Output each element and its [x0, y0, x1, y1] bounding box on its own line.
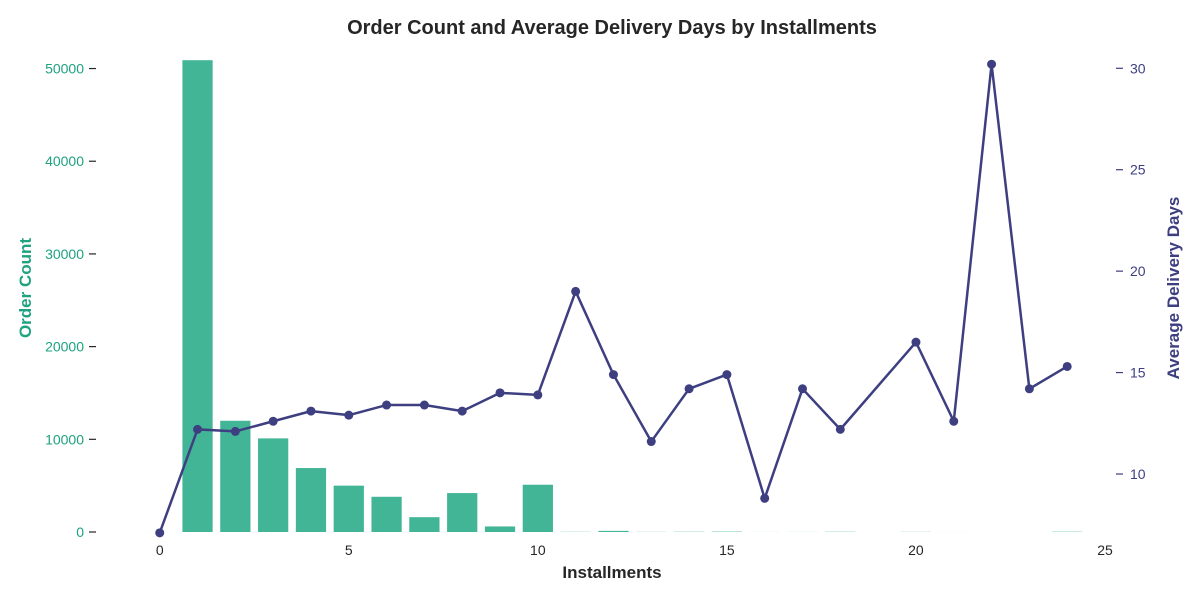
delivery-point-23 — [1024, 384, 1034, 394]
delivery-point-11 — [571, 286, 581, 296]
left-axis-title: Order Count — [16, 238, 35, 338]
x-tick-label: 10 — [530, 542, 546, 558]
x-axis-ticks: 0 5 10 15 20 25 — [156, 542, 1113, 558]
bar-installments-9 — [484, 526, 516, 532]
delivery-point-22 — [987, 59, 997, 69]
left-tick-label: 0 — [76, 524, 84, 540]
delivery-point-18 — [835, 424, 845, 434]
left-tick-label: 50000 — [45, 61, 84, 77]
bar-installments-7 — [409, 517, 440, 532]
x-axis-title: Installments — [562, 563, 661, 582]
bar-installments-4 — [295, 468, 327, 532]
right-axis-ticks: 10 15 20 25 30 — [1116, 60, 1146, 482]
delivery-point-3 — [268, 416, 278, 426]
line-layer — [155, 59, 1072, 538]
delivery-point-20 — [911, 337, 921, 347]
bar-installments-3 — [258, 438, 289, 532]
x-tick-label: 20 — [908, 542, 924, 558]
right-tick-label: 30 — [1130, 60, 1146, 76]
left-tick-label: 20000 — [45, 339, 84, 355]
chart-title: Order Count and Average Delivery Days by… — [347, 17, 877, 39]
delivery-point-16 — [760, 493, 770, 503]
delivery-point-15 — [722, 370, 732, 380]
right-tick-label: 15 — [1130, 365, 1146, 381]
delivery-point-12 — [608, 370, 618, 380]
x-tick-label: 5 — [345, 542, 353, 558]
delivery-point-0 — [155, 528, 165, 538]
right-tick-label: 10 — [1130, 466, 1146, 482]
delivery-point-5 — [344, 410, 354, 420]
delivery-point-17 — [798, 384, 808, 394]
x-tick-label: 15 — [719, 542, 735, 558]
delivery-point-8 — [457, 406, 467, 416]
right-axis-title: Average Delivery Days — [1164, 197, 1183, 380]
bars-layer — [144, 60, 1083, 532]
delivery-point-10 — [533, 390, 543, 400]
delivery-point-2 — [230, 426, 240, 436]
x-tick-label: 0 — [156, 542, 164, 558]
x-tick-label: 25 — [1097, 542, 1113, 558]
delivery-point-1 — [193, 424, 203, 434]
delivery-point-4 — [306, 406, 316, 416]
delivery-days-line — [158, 62, 1068, 534]
delivery-point-9 — [495, 388, 505, 398]
delivery-point-6 — [382, 400, 392, 410]
bar-installments-12 — [598, 530, 629, 532]
bar-installments-5 — [333, 485, 364, 532]
delivery-point-24 — [1062, 361, 1072, 371]
delivery-point-7 — [419, 400, 429, 410]
delivery-point-13 — [646, 437, 656, 447]
bar-installments-10 — [522, 484, 553, 532]
delivery-point-21 — [949, 416, 959, 426]
left-axis-ticks: 0 10000 20000 30000 40000 50000 — [45, 61, 96, 540]
bar-installments-6 — [371, 496, 402, 532]
left-tick-label: 40000 — [45, 153, 84, 169]
delivery-point-14 — [684, 384, 694, 394]
right-tick-label: 20 — [1130, 263, 1146, 279]
left-tick-label: 30000 — [45, 246, 84, 262]
right-tick-label: 25 — [1130, 162, 1146, 178]
left-tick-label: 10000 — [45, 431, 84, 447]
bar-installments-8 — [447, 493, 478, 532]
bar-installments-2 — [220, 420, 251, 532]
